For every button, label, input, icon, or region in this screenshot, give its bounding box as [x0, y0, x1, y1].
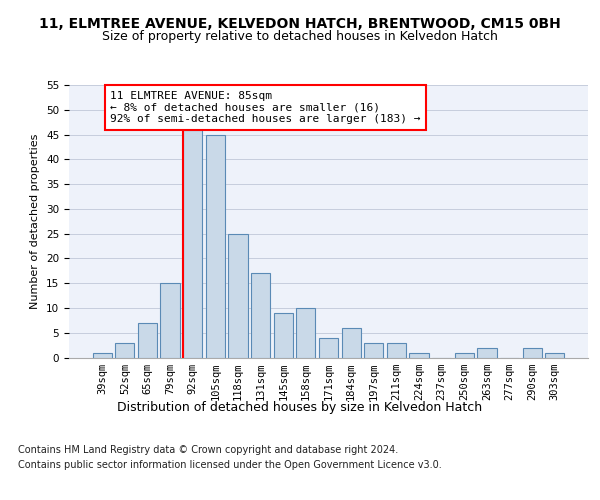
Text: Distribution of detached houses by size in Kelvedon Hatch: Distribution of detached houses by size … [118, 401, 482, 414]
Bar [455, 352, 474, 358]
Bar [92, 352, 112, 358]
Text: Contains public sector information licensed under the Open Government Licence v3: Contains public sector information licen… [18, 460, 442, 470]
Bar [296, 308, 316, 358]
Bar [523, 348, 542, 358]
Bar [319, 338, 338, 357]
Bar [160, 283, 180, 358]
Bar [364, 342, 383, 357]
Y-axis label: Number of detached properties: Number of detached properties [31, 134, 40, 309]
Bar [206, 134, 225, 358]
Bar [183, 130, 202, 358]
Bar [251, 274, 270, 357]
Text: Contains HM Land Registry data © Crown copyright and database right 2024.: Contains HM Land Registry data © Crown c… [18, 445, 398, 455]
Bar [274, 313, 293, 358]
Text: 11 ELMTREE AVENUE: 85sqm
← 8% of detached houses are smaller (16)
92% of semi-de: 11 ELMTREE AVENUE: 85sqm ← 8% of detache… [110, 91, 421, 124]
Bar [115, 342, 134, 357]
Bar [477, 348, 497, 358]
Text: 11, ELMTREE AVENUE, KELVEDON HATCH, BRENTWOOD, CM15 0BH: 11, ELMTREE AVENUE, KELVEDON HATCH, BREN… [39, 18, 561, 32]
Bar [387, 342, 406, 357]
Text: Size of property relative to detached houses in Kelvedon Hatch: Size of property relative to detached ho… [102, 30, 498, 43]
Bar [409, 352, 428, 358]
Bar [138, 323, 157, 358]
Bar [229, 234, 248, 358]
Bar [341, 328, 361, 358]
Bar [545, 352, 565, 358]
